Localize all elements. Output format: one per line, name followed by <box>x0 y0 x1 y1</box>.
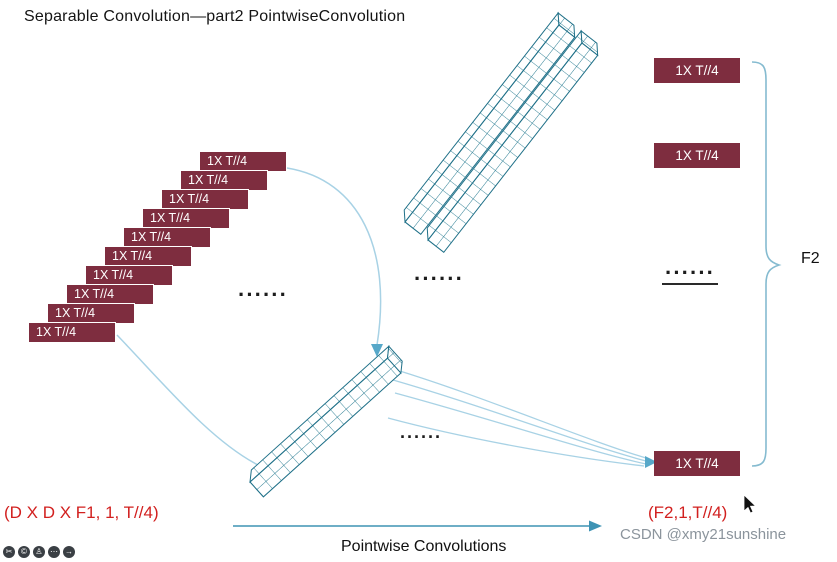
curly-brace <box>751 61 782 467</box>
license-icons: ✂ © ♙ ⋯ → <box>3 546 75 558</box>
csdn-watermark: CSDN @xmy21sunshine <box>620 526 787 543</box>
arrowhead-bottom-icon <box>589 520 602 532</box>
connector-kernel-to-output-2 <box>392 379 647 462</box>
input-shape-formula: (D X D X F1, 1, T//4) <box>4 503 159 522</box>
cc-icon: © <box>18 546 30 558</box>
stack-tile: 1X T//4 <box>47 303 135 324</box>
mouse-cursor-icon <box>743 494 757 514</box>
arrow-icon: → <box>63 546 75 558</box>
wireframe-kernel-top-2 <box>421 30 604 253</box>
stack-tile: 1X T//4 <box>85 265 173 286</box>
scissors-icon: ✂ <box>3 546 15 558</box>
output-box-2: 1X T//4 <box>654 143 740 168</box>
stack-tile: 1X T//4 <box>66 284 154 305</box>
output-box-3: 1X T//4 <box>654 451 740 476</box>
pointwise-convolutions-label: Pointwise Convolutions <box>341 538 507 555</box>
stack-tile: 1X T//4 <box>199 151 287 172</box>
person-icon: ♙ <box>33 546 45 558</box>
stack-tile: 1X T//4 <box>28 322 116 343</box>
connector-stack-to-kernel <box>286 167 382 346</box>
stack-tile: 1X T//4 <box>161 189 249 210</box>
output-shape-formula: (F2,1,T//4) <box>648 503 728 522</box>
wireframe-kernel-bottom <box>244 345 409 498</box>
stack-tile: 1X T//4 <box>180 170 268 191</box>
ellipsis-left: ······ <box>238 282 288 307</box>
stack-tile: 1X T//4 <box>104 246 192 267</box>
arrowhead-down-icon <box>371 344 383 357</box>
wireframe-kernel-top-1 <box>398 12 581 235</box>
stack-tile: 1X T//4 <box>123 227 211 248</box>
brace-label: F2 <box>801 250 820 267</box>
connector-stack-bottom-to-kernel <box>116 334 259 466</box>
output-box-1: 1X T//4 <box>654 58 740 83</box>
stack-tile: 1X T//4 <box>142 208 230 229</box>
ellipsis-top: ······ <box>414 266 464 291</box>
ellipsis-bottom: ······ <box>400 427 442 447</box>
ellipsis-right: ······ <box>662 262 718 285</box>
comment-icon: ⋯ <box>48 546 60 558</box>
page-title: Separable Convolution—part2 PointwiseCon… <box>24 8 406 25</box>
